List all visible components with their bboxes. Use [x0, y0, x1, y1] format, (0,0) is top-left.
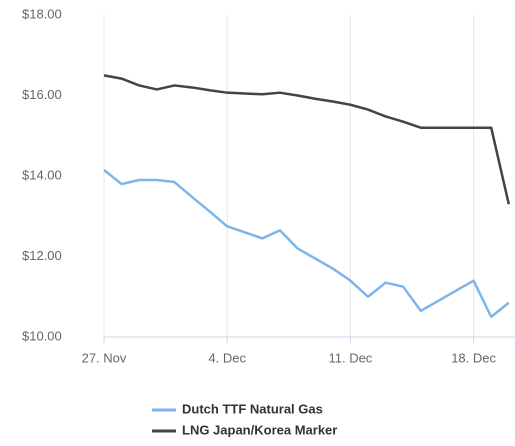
legend: Dutch TTF Natural Gas LNG Japan/Korea Mar…: [152, 401, 337, 437]
x-tick-label: 4. Dec: [208, 350, 246, 365]
x-tick-label: 27. Nov: [82, 350, 127, 365]
y-tick-label: $16.00: [22, 87, 62, 102]
y-tick-label: $12.00: [22, 248, 62, 263]
x-tick-label: 18. Dec: [451, 350, 496, 365]
y-tick-label: $14.00: [22, 167, 62, 182]
series-line: [103, 74, 511, 205]
y-tick-label: $18.00: [22, 6, 62, 21]
x-tick-label: 11. Dec: [328, 350, 372, 365]
legend-label: Dutch TTF Natural Gas: [182, 401, 323, 416]
legend-label: LNG Japan/Korea Marker: [182, 422, 337, 437]
series-line: [103, 168, 510, 319]
y-tick-label: $10.00: [22, 328, 62, 343]
